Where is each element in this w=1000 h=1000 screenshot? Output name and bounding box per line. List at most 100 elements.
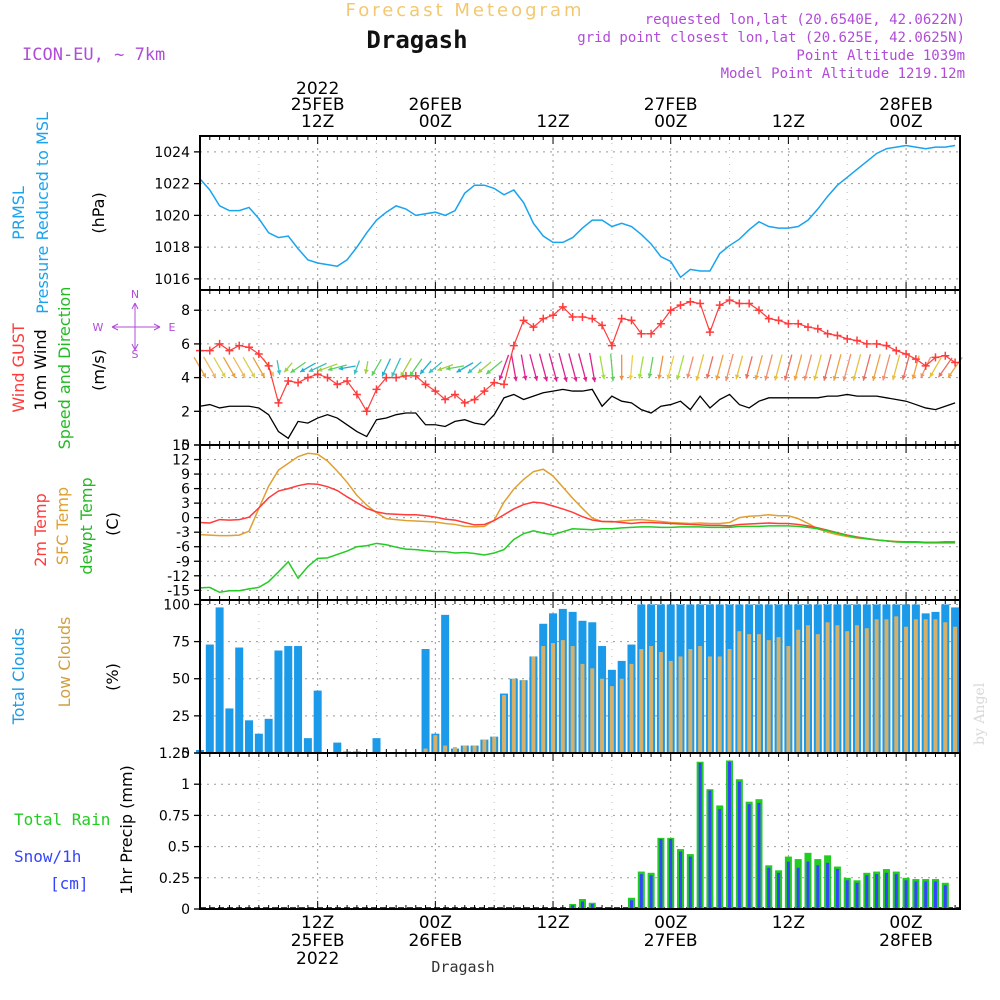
wind-arrow-head	[231, 372, 236, 378]
gust-point	[294, 378, 303, 387]
temperature-ytick-label: 9	[181, 467, 190, 483]
gust-point	[833, 331, 842, 340]
low-cloud-bar	[688, 649, 693, 753]
wind-arrow-head	[832, 375, 838, 381]
wind-plot-area	[200, 290, 960, 445]
low-cloud-bar	[943, 622, 948, 753]
total-cloud-bar	[235, 647, 244, 753]
low-cloud-bar	[511, 678, 516, 753]
low-cloud-bar	[786, 646, 791, 753]
wind-arrow-head	[938, 372, 943, 378]
total-cloud-bar	[284, 646, 293, 753]
wind-arrow-head	[610, 376, 616, 382]
low-cloud-bar	[560, 640, 565, 753]
wind-arrow-head	[317, 367, 323, 372]
bottom-axis-date: 26FEB	[408, 931, 462, 951]
gust-point	[284, 376, 293, 385]
wind-arrow-head	[533, 375, 539, 381]
gust-point	[500, 380, 508, 389]
top-axis-date: 26FEB	[408, 95, 462, 115]
pressure-series-line	[199, 144, 956, 279]
wind-arrow-head	[695, 375, 701, 381]
snow-bar	[904, 880, 908, 909]
wind-direction-arrow	[510, 353, 517, 382]
low-cloud-bar	[619, 678, 624, 753]
wind-arrow-head	[676, 375, 681, 380]
snow-bar	[875, 874, 879, 909]
wind-arrow-head	[803, 375, 808, 381]
total-cloud-bar	[441, 614, 450, 753]
low-cloud-bar	[570, 646, 575, 753]
wind-direction-arrow	[548, 353, 558, 382]
low-cloud-bar	[580, 663, 585, 753]
total-cloud-bar	[274, 650, 283, 753]
sfc-temp-series-line	[199, 452, 956, 544]
bottom-axis-year: 2022	[296, 949, 339, 969]
gust-point	[490, 378, 499, 387]
bottom-axis-hour: 00Z	[654, 913, 687, 933]
low-cloud-bar	[747, 634, 752, 753]
top-axis-hour: 12Z	[301, 112, 334, 132]
wind-arrow-head	[852, 375, 857, 381]
wind-arrow-head	[563, 377, 568, 382]
snow-bar	[580, 901, 584, 909]
wind-direction-arrow	[725, 353, 734, 382]
low-clouds-label: Low Clouds	[55, 617, 74, 708]
wind-direction-arrow	[695, 354, 705, 381]
total-cloud-bar	[215, 607, 224, 753]
top-axis-hour: 00Z	[419, 112, 452, 132]
gust-point	[264, 361, 273, 370]
top-axis-hour: 12Z	[536, 112, 569, 132]
total-rain-label: Total Rain	[14, 810, 110, 829]
wind-arrow-head	[901, 375, 907, 380]
wind-10m-label: 10m Wind	[31, 329, 50, 410]
wind-arrow-head	[211, 373, 216, 379]
wind-arrow-head	[871, 375, 877, 381]
gust-point	[784, 319, 793, 328]
low-cloud-bar	[815, 634, 820, 753]
wind-arrow-head	[269, 371, 274, 377]
wind-speed-dir-label: Speed and Direction	[55, 287, 74, 450]
low-cloud-bar	[796, 629, 801, 753]
bottom-axis-hour: 12Z	[536, 913, 569, 933]
low-cloud-bar	[443, 745, 448, 753]
temperature-ytick-label: -3	[176, 525, 190, 541]
gust-point	[549, 311, 558, 320]
wind-direction-arrow	[813, 354, 822, 381]
snow-bar	[728, 761, 732, 909]
wind-arrow-head	[221, 372, 226, 378]
low-cloud-bar	[600, 678, 605, 753]
wind-arrow-head	[582, 376, 588, 382]
wind-arrow-head	[276, 370, 282, 375]
gust-point	[951, 358, 960, 367]
top-axis-hour: 00Z	[654, 112, 687, 132]
total-cloud-bar	[225, 708, 234, 753]
gust-point	[382, 373, 391, 382]
temperature-ytick-label: 12	[172, 453, 190, 469]
low-cloud-bar	[864, 628, 869, 753]
precip-frame	[199, 752, 961, 910]
pressure-ytick-label: 1022	[154, 177, 190, 193]
low-cloud-bar	[923, 619, 928, 753]
wind-arrow-head	[391, 371, 396, 377]
snow-bar	[688, 856, 692, 909]
low-cloud-bar	[472, 745, 477, 753]
wind-ytick-label: 6	[181, 337, 190, 353]
wind-arrow-head	[553, 376, 558, 382]
total-clouds-label: Total Clouds	[9, 628, 28, 726]
gust-point	[931, 353, 940, 362]
wind-arrow-head	[601, 374, 606, 380]
snow-bar	[590, 904, 594, 909]
temperature-ytick-label: 6	[181, 482, 190, 498]
gust-point	[225, 346, 234, 355]
wind-arrow-head	[486, 369, 492, 375]
total-cloud-bar	[294, 646, 303, 753]
snow-label: Snow/1h	[14, 847, 81, 866]
gust-point	[754, 306, 763, 315]
temperature-ytick-label: -9	[176, 554, 190, 570]
clouds-ytick-label: 25	[172, 709, 190, 725]
gust-point	[774, 316, 783, 325]
total-cloud-bar	[303, 738, 312, 753]
low-cloud-bar	[668, 660, 673, 753]
